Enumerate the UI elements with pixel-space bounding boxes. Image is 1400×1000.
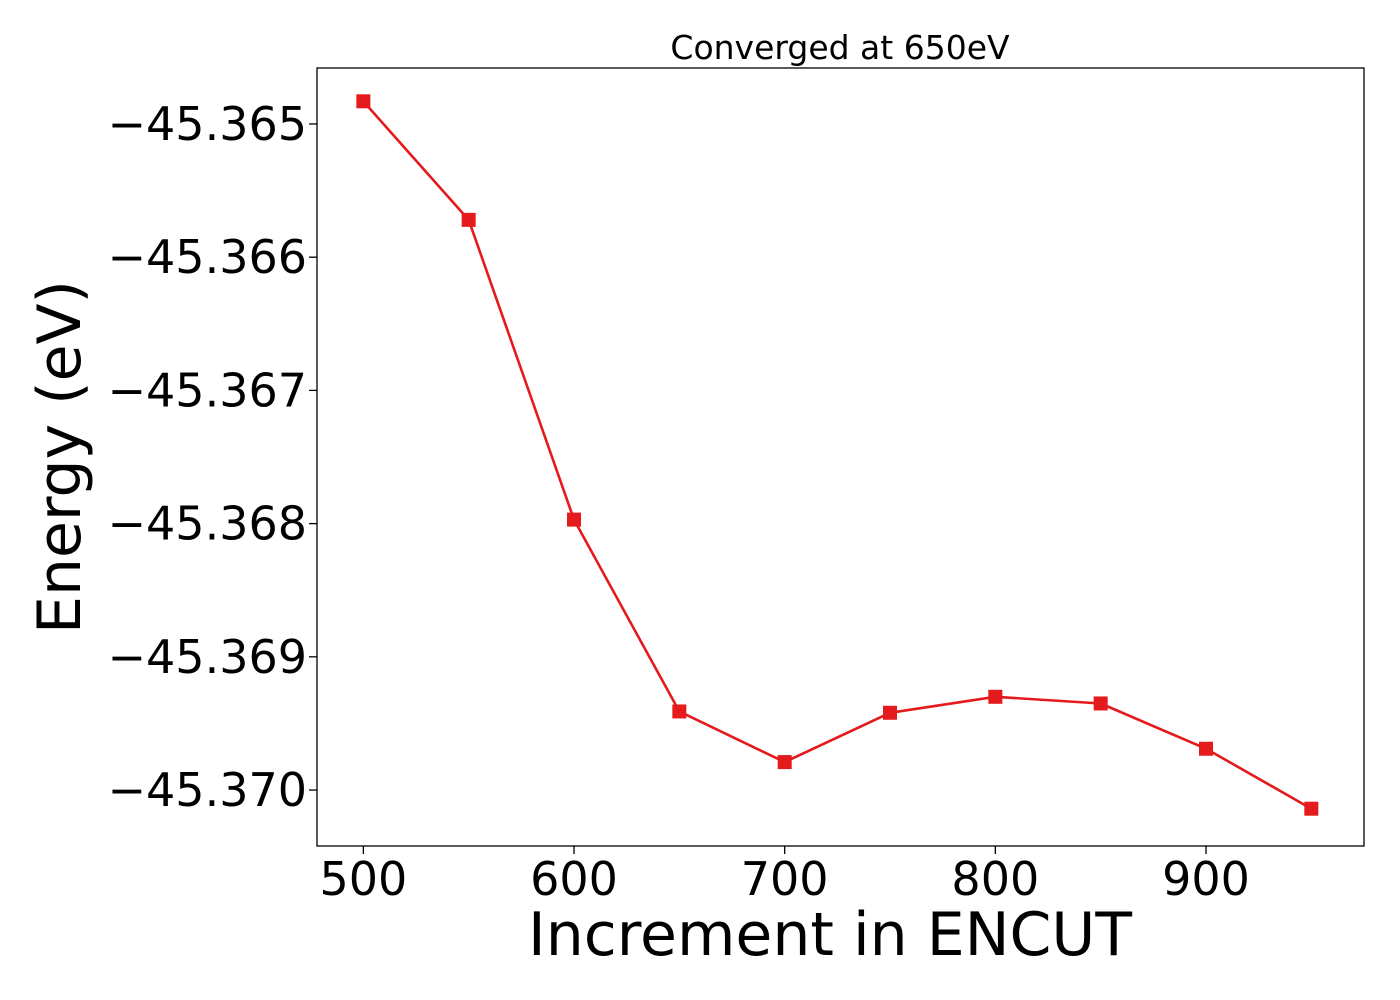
y-axis: −45.365 −45.366 −45.367 −45.368 −45.369 −45.3… xyxy=(108,97,317,817)
x-tick-label: 800 xyxy=(951,852,1039,906)
data-point-marker xyxy=(1093,696,1108,711)
x-tick-label: 500 xyxy=(319,852,407,906)
x-tick-label: 900 xyxy=(1162,852,1250,906)
plot-series xyxy=(356,94,1319,816)
data-point-marker xyxy=(1304,801,1319,816)
y-tick-label: −45.365 xyxy=(108,97,308,151)
series-line xyxy=(362,100,1312,810)
data-point-marker xyxy=(883,705,898,720)
data-point-marker xyxy=(1199,741,1214,756)
plot-frame xyxy=(316,67,1365,847)
y-tick-label: −45.366 xyxy=(108,230,308,284)
x-axis-label: Increment in ENCUT xyxy=(528,900,1132,970)
y-axis-label: Energy (eV) xyxy=(25,280,95,634)
x-axis: 500 600 700 800 900 xyxy=(319,846,1250,906)
data-point-marker xyxy=(461,212,476,227)
y-tick-label: −45.367 xyxy=(108,363,308,417)
data-point-marker xyxy=(672,704,687,719)
x-tick-label: 700 xyxy=(741,852,829,906)
data-point-marker xyxy=(777,755,792,770)
y-tick-label: −45.370 xyxy=(108,763,308,817)
chart-title: Converged at 650eV xyxy=(670,28,1010,67)
data-point-marker xyxy=(988,689,1003,704)
x-tick-label: 600 xyxy=(530,852,618,906)
y-tick-label: −45.369 xyxy=(108,630,308,684)
data-point-marker xyxy=(567,512,582,527)
y-tick-label: −45.368 xyxy=(108,497,308,551)
data-point-marker xyxy=(356,94,371,109)
